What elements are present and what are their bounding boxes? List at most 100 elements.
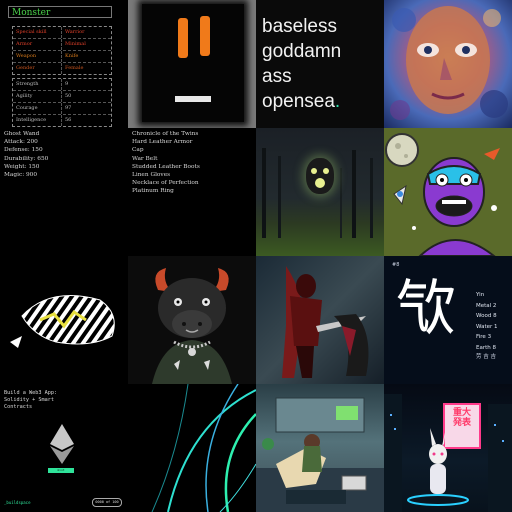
- table-row: Agility 50: [13, 91, 111, 103]
- loot-list: Chronicle of the Twins Hard Leather Armo…: [132, 130, 200, 196]
- table-row: Armor Minimal: [13, 39, 111, 51]
- table-row: Gender Female: [13, 63, 111, 74]
- buildspace-label: _buildspace: [4, 500, 31, 505]
- forest-trees-artwork: [262, 148, 373, 238]
- city-background-artwork: [384, 394, 512, 512]
- mouth-shape: [175, 96, 211, 102]
- monster-attributes-table: Special skill Warrior Armor Minimal Weap…: [12, 26, 112, 75]
- kanji-elements-list: Yin Metal 2 Wood 8 Water 1 Fire 3 Earth …: [476, 290, 498, 353]
- weapon-stats-list: Ghost Wand Attack: 200 Defense: 150 Dura…: [4, 130, 48, 179]
- neon-curves-tile[interactable]: [128, 384, 256, 512]
- warrior-artwork-tile[interactable]: [256, 256, 384, 384]
- list-item: Earth 8: [476, 344, 496, 351]
- kanji-card-tile[interactable]: #8 㰟 Yin Metal 2 Wood 8 Water 1 Fire 3 E…: [384, 256, 512, 384]
- opensea-text: baseless goddamn ass opensea.: [262, 14, 380, 114]
- pumpkin-forest-tile[interactable]: [256, 128, 384, 256]
- kanji-footer: 劳 吉 吉: [476, 354, 496, 360]
- kanji-glyph: 㰟: [396, 274, 456, 344]
- ethereum-icon: [50, 424, 74, 464]
- list-item: Hard Leather Armor: [132, 139, 193, 146]
- bunny-city-tile[interactable]: 重大 発表: [384, 384, 512, 512]
- bull-avatar-tile[interactable]: [128, 256, 256, 384]
- pixel-face-tile[interactable]: [128, 0, 256, 128]
- anime-room-artwork: [256, 397, 384, 512]
- attribute-value: Minimal: [65, 41, 86, 47]
- monster-title: Monster: [8, 6, 112, 18]
- attribute-key: Armor: [13, 39, 62, 50]
- list-item: Water 1: [476, 323, 498, 330]
- list-item: Cap: [132, 147, 144, 154]
- stat-value: 9: [65, 81, 69, 87]
- attribute-value: Warrior: [65, 29, 85, 35]
- table-row: Strength 9: [13, 79, 111, 91]
- course-heading: Build a Web3 App: Solidity + Smart Contr…: [4, 390, 58, 410]
- list-item: Wood 8: [476, 313, 497, 319]
- stat-value: 50: [65, 93, 72, 99]
- pumpkin-mouth: [315, 178, 325, 188]
- text-line: goddamn: [262, 41, 342, 62]
- stat-key: Agility: [13, 91, 62, 102]
- opensea-text-tile[interactable]: baseless goddamn ass opensea.: [256, 0, 384, 128]
- attribute-key: Special skill: [13, 27, 62, 38]
- text-line: opensea.: [262, 89, 380, 114]
- warrior-artwork: [282, 266, 369, 378]
- text-word: opensea: [262, 91, 335, 112]
- attribute-key: Weapon: [13, 51, 62, 62]
- psychedelic-portrait-tile[interactable]: [384, 0, 512, 128]
- table-row: Special skill Warrior: [13, 27, 111, 39]
- text-line: ass: [262, 66, 292, 87]
- attribute-value: Female: [65, 65, 84, 71]
- attribute-key: Gender: [13, 63, 62, 74]
- edition-count-button[interactable]: 0000 of 100: [92, 498, 122, 507]
- pumpkin-eye: [311, 168, 317, 174]
- web3-course-tile[interactable]: Build a Web3 App: Solidity + Smart Contr…: [0, 384, 128, 512]
- stat-key: Courage: [13, 103, 62, 114]
- table-row: Courage 97: [13, 103, 111, 115]
- loot-list-tile[interactable]: Chronicle of the Twins Hard Leather Armo…: [128, 128, 256, 256]
- left-eye-shape: [178, 18, 188, 58]
- kanji-index: #8: [392, 262, 400, 268]
- attribute-value: Knife: [65, 53, 79, 59]
- weapon-stats-tile[interactable]: Ghost Wand Attack: 200 Defense: 150 Dura…: [0, 128, 128, 256]
- space-ape-tile[interactable]: [384, 128, 512, 256]
- neon-curves-artwork: [151, 384, 256, 512]
- list-item: Necklace of Perfection: [132, 180, 199, 187]
- monster-card-tile[interactable]: Monster Special skill Warrior Armor Mini…: [0, 0, 128, 128]
- neon-sign-text: 重大 発表: [452, 408, 471, 428]
- list-item: Metal 2: [476, 302, 497, 309]
- zebra-bird-tile[interactable]: [0, 256, 128, 384]
- list-item: Weight: 150: [4, 163, 40, 170]
- stat-key: Intelligence: [13, 115, 62, 126]
- pixel-face-artwork: [142, 4, 244, 122]
- right-eye-shape: [200, 16, 210, 56]
- list-item: Ghost Wand: [4, 131, 40, 137]
- stat-key: Strength: [13, 79, 62, 90]
- bull-avatar-artwork: [152, 268, 232, 384]
- list-item: Chronicle of the Twins: [132, 131, 199, 137]
- list-item: Studded Leather Boots: [132, 163, 200, 170]
- pumpkin-shape: [306, 158, 334, 194]
- list-item: War Belt: [132, 155, 158, 162]
- mint-badge[interactable]: mint: [48, 468, 74, 473]
- monster-stats-table: Strength 9 Agility 50 Courage 97 Intelli…: [12, 78, 112, 127]
- table-row: Weapon Knife: [13, 51, 111, 63]
- green-dot: .: [334, 91, 341, 112]
- text-line: baseless: [262, 16, 337, 37]
- anime-room-tile[interactable]: [256, 384, 384, 512]
- list-item: Durability: 650: [4, 155, 49, 162]
- list-item: Linen Gloves: [132, 172, 171, 179]
- stat-value: 97: [65, 105, 72, 111]
- list-item: Platinum Ring: [132, 188, 174, 195]
- list-item: Magic: 900: [4, 172, 38, 179]
- list-item: Yin: [476, 292, 485, 298]
- psychedelic-portrait-artwork: [390, 6, 508, 120]
- zebra-bird-artwork: [10, 295, 115, 348]
- table-row: Intelligence 56: [13, 115, 111, 126]
- list-item: Fire 3: [476, 334, 492, 340]
- pumpkin-eye: [323, 168, 329, 174]
- list-item: Attack: 200: [4, 139, 38, 146]
- list-item: Defense: 150: [4, 147, 43, 154]
- stat-value: 56: [65, 117, 72, 123]
- space-ape-artwork: [385, 133, 500, 256]
